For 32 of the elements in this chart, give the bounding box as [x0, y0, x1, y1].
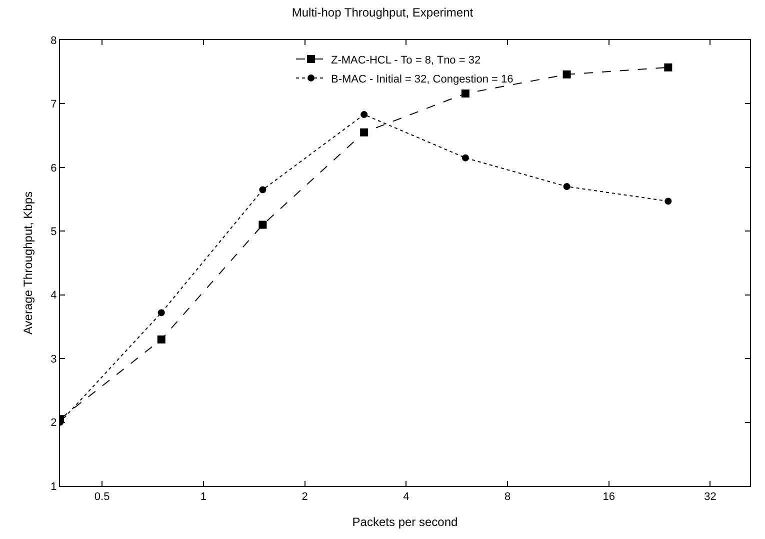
point [360, 111, 368, 118]
point [360, 128, 368, 136]
point [664, 63, 672, 72]
y-tick-label: 1 [50, 480, 57, 493]
y-axis-title: Average Throughput, Kbps [20, 192, 35, 334]
point [157, 335, 166, 344]
x-tick-label: 16 [602, 491, 615, 504]
point [461, 90, 470, 98]
y-tick-label: 3 [50, 353, 57, 366]
y-tick-label: 2 [50, 417, 57, 430]
y-tick-label: 8 [50, 34, 57, 47]
point [562, 70, 571, 78]
point [563, 183, 570, 190]
point [462, 154, 469, 162]
legend-label: B-MAC - Initial = 32, Congestion = 16 [331, 73, 514, 86]
x-tick-label: 32 [704, 491, 716, 504]
y-tick-label: 6 [50, 162, 57, 174]
point [664, 198, 672, 205]
x-tick-label: 1 [200, 491, 206, 504]
point [259, 186, 266, 194]
y-tick-label: 7 [50, 98, 57, 111]
x-tick-label: 2 [302, 491, 308, 504]
x-tick-label: 4 [403, 491, 410, 504]
y-tick-label: 4 [50, 290, 57, 302]
point [258, 220, 267, 229]
y-tick-label: 5 [50, 226, 57, 238]
legend-label: Z-MAC-HCL - To = 8, Tno = 32 [331, 54, 481, 66]
x-tick-label: 8 [504, 491, 511, 504]
x-tick-label: 0.5 [94, 491, 110, 504]
point [158, 309, 165, 316]
x-axis-title: Packets per second [352, 515, 458, 530]
chart-title: Multi-hop Throughput, Experiment [292, 5, 474, 20]
